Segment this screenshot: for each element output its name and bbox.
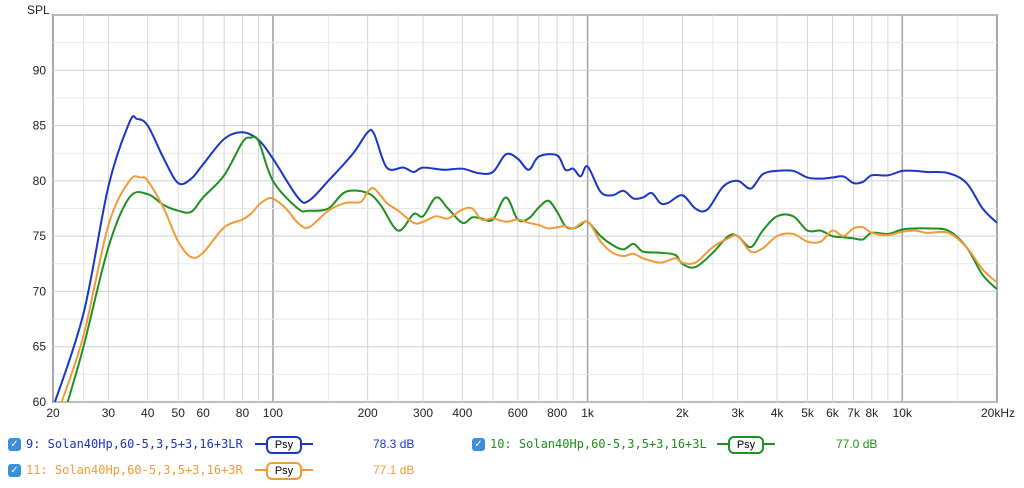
legend-value: 77.1 dB xyxy=(373,463,415,477)
psy-label: Psy xyxy=(728,436,764,454)
x-tick-label: 20 xyxy=(46,406,60,420)
x-tick-label: 3k xyxy=(731,406,745,420)
y-tick-label: 85 xyxy=(33,119,47,133)
psy-button-series-9[interactable]: Psy xyxy=(255,434,313,454)
psy-label: Psy xyxy=(266,436,302,454)
legend-label: 9: Solan40Hp,60-5,3,5+3,16+3LR xyxy=(26,437,243,451)
x-tick-labels: 20 30 40 50 60 80 100 200 300 400 600 800 1k 2k 3k 4k 5k… xyxy=(46,406,1015,420)
checkmark-icon[interactable]: ✓ xyxy=(8,437,21,451)
x-tick-label: 4k xyxy=(771,406,785,420)
x-tick-label: 100 xyxy=(263,406,283,420)
y-tick-label: 90 xyxy=(33,63,47,77)
series-lines xyxy=(53,115,997,402)
x-tick-label: 800 xyxy=(547,406,567,420)
psy-label: Psy xyxy=(266,462,302,480)
x-tick-label: 50 xyxy=(172,406,186,420)
y-tick-label: 60 xyxy=(33,395,47,409)
legend-item-series-10[interactable]: ✓ 10: Solan40Hp,60-5,3,5+3,16+3L xyxy=(472,434,707,454)
x-tick-label: 8k xyxy=(865,406,879,420)
y-tick-label: 75 xyxy=(33,229,47,243)
y-axis-label: SPL xyxy=(27,3,50,17)
x-tick-label: 10k xyxy=(893,406,913,420)
y-tick-labels: 60 65 70 75 80 85 90 xyxy=(33,63,47,409)
checkmark-icon[interactable]: ✓ xyxy=(8,463,21,477)
x-tick-label: 400 xyxy=(452,406,472,420)
x-tick-label: 7k xyxy=(847,406,861,420)
legend-item-series-9[interactable]: ✓ 9: Solan40Hp,60-5,3,5+3,16+3LR xyxy=(8,434,243,454)
legend-value: 77.0 dB xyxy=(836,437,878,451)
checkmark-icon[interactable]: ✓ xyxy=(472,437,485,451)
x-tick-label: 5k xyxy=(801,406,815,420)
x-tick-label: 200 xyxy=(358,406,378,420)
y-tick-label: 65 xyxy=(33,340,47,354)
legend-value: 78.3 dB xyxy=(373,437,415,451)
series-line-3 xyxy=(60,175,997,402)
spl-chart: 60 65 70 75 80 85 90 20 30 40 50 60 80 100 200 300 400 6… xyxy=(27,3,1015,420)
x-tick-label: 60 xyxy=(196,406,210,420)
x-tick-label: 40 xyxy=(141,406,155,420)
y-tick-label: 70 xyxy=(33,284,47,298)
series-line-2 xyxy=(66,135,997,402)
x-tick-label: 300 xyxy=(413,406,433,420)
y-tick-label: 80 xyxy=(33,174,47,188)
x-tick-label: 6k xyxy=(826,406,840,420)
x-tick-label: 2k xyxy=(676,406,690,420)
legend-item-series-11[interactable]: ✓ 11: Solan40Hp,60-5,3,5+3,16+3R xyxy=(8,460,243,480)
series-line-1 xyxy=(53,115,997,402)
grid-lines xyxy=(53,14,997,403)
x-tick-label: 1k xyxy=(581,406,595,420)
x-tick-label: 20kHz xyxy=(981,406,1015,420)
psy-button-series-10[interactable]: Psy xyxy=(717,434,775,454)
legend-label: 10: Solan40Hp,60-5,3,5+3,16+3L xyxy=(490,437,707,451)
legend-label: 11: Solan40Hp,60-5,3,5+3,16+3R xyxy=(26,463,243,477)
psy-button-series-11[interactable]: Psy xyxy=(255,460,313,480)
x-tick-label: 80 xyxy=(236,406,250,420)
x-tick-label: 600 xyxy=(508,406,528,420)
x-tick-label: 30 xyxy=(102,406,116,420)
